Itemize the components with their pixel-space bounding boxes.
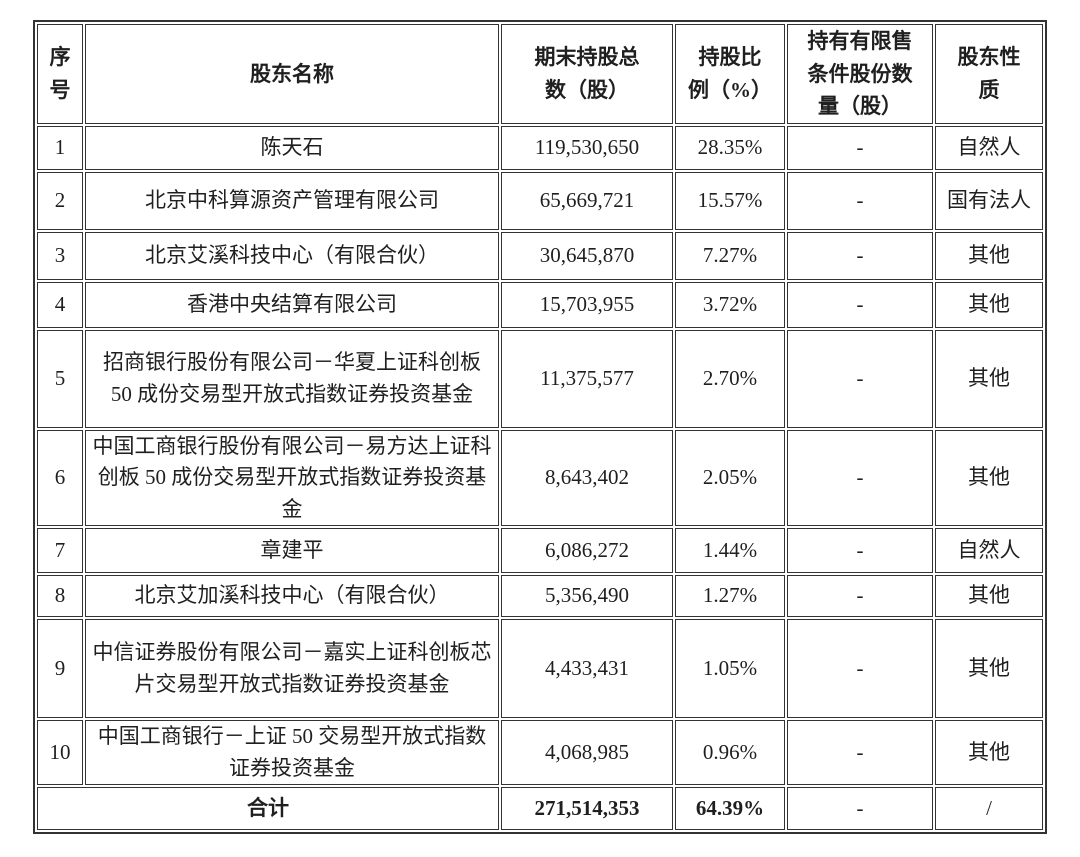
nature-value: 其他 [935,575,1043,618]
shares-value: 11,375,577 [501,329,673,428]
nature-value: 其他 [935,329,1043,428]
col-header-index: 序号 [37,24,83,124]
shareholders-table: 序号 股东名称 期末持股总 数（股） 持股比 例（%） 持有有限售 条件股份数 量（股）… [33,20,1047,835]
nature-value: 自然人 [935,125,1043,170]
shares-value: 6,086,272 [501,528,673,574]
ratio-value: 1.44% [675,528,785,574]
nature-value: 其他 [935,720,1043,786]
nature-value: 其他 [935,231,1043,280]
col-header-ratio: 持股比 例（%） [675,24,785,124]
nature-value: 其他 [935,619,1043,719]
document-page: 序号 股东名称 期末持股总 数（股） 持股比 例（%） 持有有限售 条件股份数 量（股）… [33,20,1047,835]
table-row: 8 北京艾加溪科技中心（有限合伙） 5,356,490 1.27% - 其他 [37,575,1043,618]
col-header-name: 股东名称 [85,24,499,124]
ratio-value: 0.96% [675,720,785,786]
row-index: 1 [37,125,83,170]
nature-value: 国有法人 [935,171,1043,230]
restricted-value: - [787,528,933,574]
row-index: 4 [37,281,83,328]
table-row: 2 北京中科算源资产管理有限公司 65,669,721 15.57% - 国有法… [37,171,1043,230]
shares-value: 4,433,431 [501,619,673,719]
ratio-value: 15.57% [675,171,785,230]
shares-value: 5,356,490 [501,575,673,618]
shares-value: 65,669,721 [501,171,673,230]
table-row: 1 陈天石 119,530,650 28.35% - 自然人 [37,125,1043,170]
row-index: 6 [37,429,83,527]
shareholder-name: 章建平 [85,528,499,574]
restricted-value: - [787,281,933,328]
ratio-value: 1.27% [675,575,785,618]
restricted-value: - [787,329,933,428]
shareholder-name: 招商银行股份有限公司－华夏上证科创板 50 成份交易型开放式指数证券投资基金 [85,329,499,428]
ratio-value: 3.72% [675,281,785,328]
table-row: 6 中国工商银行股份有限公司－易方达上证科创板 50 成份交易型开放式指数证券投… [37,429,1043,527]
shareholder-name: 中信证券股份有限公司－嘉实上证科创板芯片交易型开放式指数证券投资基金 [85,619,499,719]
col-header-nature: 股东性质 [935,24,1043,124]
total-restricted: - [787,787,933,831]
total-ratio: 64.39% [675,787,785,831]
table-row: 5 招商银行股份有限公司－华夏上证科创板 50 成份交易型开放式指数证券投资基金… [37,329,1043,428]
ratio-value: 28.35% [675,125,785,170]
restricted-value: - [787,171,933,230]
col-header-restricted: 持有有限售 条件股份数 量（股） [787,24,933,124]
row-index: 9 [37,619,83,719]
shareholder-name: 北京中科算源资产管理有限公司 [85,171,499,230]
total-nature: / [935,787,1043,831]
table-row: 4 香港中央结算有限公司 15,703,955 3.72% - 其他 [37,281,1043,328]
shareholder-name: 中国工商银行股份有限公司－易方达上证科创板 50 成份交易型开放式指数证券投资基… [85,429,499,527]
total-label: 合计 [37,787,499,831]
ratio-value: 1.05% [675,619,785,719]
shares-value: 4,068,985 [501,720,673,786]
nature-value: 自然人 [935,528,1043,574]
restricted-value: - [787,125,933,170]
restricted-value: - [787,429,933,527]
row-index: 10 [37,720,83,786]
row-index: 7 [37,528,83,574]
total-shares: 271,514,353 [501,787,673,831]
restricted-value: - [787,231,933,280]
shares-value: 15,703,955 [501,281,673,328]
shareholder-name: 香港中央结算有限公司 [85,281,499,328]
col-header-shares: 期末持股总 数（股） [501,24,673,124]
header-row: 序号 股东名称 期末持股总 数（股） 持股比 例（%） 持有有限售 条件股份数 量（股）… [37,24,1043,124]
shareholder-name: 中国工商银行－上证 50 交易型开放式指数证券投资基金 [85,720,499,786]
shareholder-name: 陈天石 [85,125,499,170]
row-index: 2 [37,171,83,230]
row-index: 3 [37,231,83,280]
shares-value: 119,530,650 [501,125,673,170]
ratio-value: 2.05% [675,429,785,527]
ratio-value: 2.70% [675,329,785,428]
nature-value: 其他 [935,281,1043,328]
shares-value: 30,645,870 [501,231,673,280]
nature-value: 其他 [935,429,1043,527]
table-row: 3 北京艾溪科技中心（有限合伙） 30,645,870 7.27% - 其他 [37,231,1043,280]
restricted-value: - [787,619,933,719]
table-row: 7 章建平 6,086,272 1.44% - 自然人 [37,528,1043,574]
shareholder-name: 北京艾溪科技中心（有限合伙） [85,231,499,280]
shares-value: 8,643,402 [501,429,673,527]
total-row: 合计 271,514,353 64.39% - / [37,787,1043,831]
ratio-value: 7.27% [675,231,785,280]
restricted-value: - [787,720,933,786]
table-row: 10 中国工商银行－上证 50 交易型开放式指数证券投资基金 4,068,985… [37,720,1043,786]
shareholder-name: 北京艾加溪科技中心（有限合伙） [85,575,499,618]
table-row: 9 中信证券股份有限公司－嘉实上证科创板芯片交易型开放式指数证券投资基金 4,4… [37,619,1043,719]
restricted-value: - [787,575,933,618]
row-index: 8 [37,575,83,618]
row-index: 5 [37,329,83,428]
